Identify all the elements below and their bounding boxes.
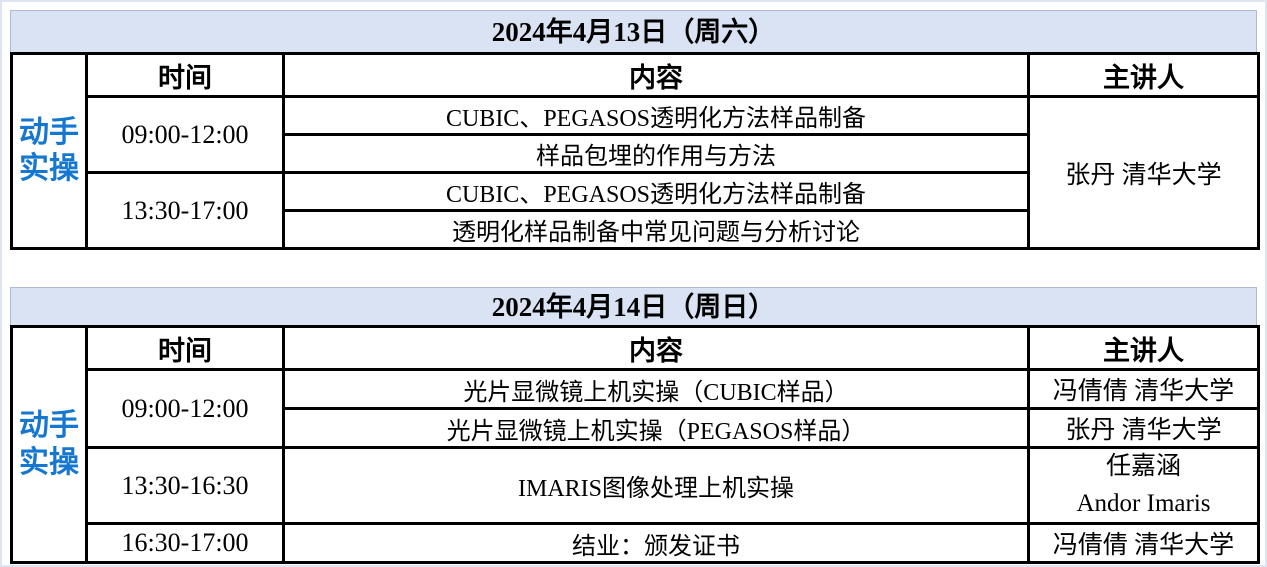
- day1-side-label-cell: 动手 实操: [10, 52, 88, 250]
- side-label-line1: 动手: [19, 115, 79, 149]
- day1-schedule: 2024年4月13日（周六） 动手 实操 时间 内容 主讲人 09:00-12:…: [10, 10, 1260, 250]
- day1-date-banner: 2024年4月13日（周六）: [10, 10, 1257, 52]
- day2-header-speaker: 主讲人: [1027, 325, 1260, 371]
- day1-time-block2: 13:30-17:00: [85, 171, 285, 250]
- day2-table: 动手 实操 时间 内容 主讲人 09:00-12:00 光片显微镜上机实操（CU…: [10, 325, 1260, 564]
- day1-header-content: 内容: [282, 52, 1030, 98]
- day2-speaker-row4: 冯倩倩 清华大学: [1027, 522, 1260, 564]
- day2-speaker-row3: 任嘉涵 Andor Imaris: [1027, 446, 1260, 525]
- day2-header-time: 时间: [85, 325, 285, 371]
- day1-table: 动手 实操 时间 内容 主讲人 09:00-12:00 CUBIC、PEGASO…: [10, 52, 1260, 250]
- day2-side-label-cell: 动手 实操: [10, 325, 88, 564]
- day2-content-row2: 光片显微镜上机实操（PEGASOS样品）: [282, 407, 1030, 449]
- day2-speaker-row1: 冯倩倩 清华大学: [1027, 368, 1260, 410]
- day2-content-row1: 光片显微镜上机实操（CUBIC样品）: [282, 368, 1030, 410]
- side-label-line2: 实操: [19, 152, 79, 185]
- day2-date-banner: 2024年4月14日（周日）: [10, 287, 1257, 325]
- day2-time-block2: 13:30-16:30: [85, 446, 285, 525]
- speaker-affiliation: Andor Imaris: [1076, 489, 1211, 517]
- day2-time-block3: 16:30-17:00: [85, 522, 285, 564]
- day1-content-row2: 样品包埋的作用与方法: [282, 133, 1030, 174]
- day2-schedule: 2024年4月14日（周日） 动手 实操 时间 内容 主讲人 09:00-12:…: [10, 287, 1260, 564]
- day1-content-row4: 透明化样品制备中常见问题与分析讨论: [282, 209, 1030, 250]
- day1-header-speaker: 主讲人: [1027, 52, 1260, 98]
- day2-time-block1: 09:00-12:00: [85, 368, 285, 449]
- day1-header-time: 时间: [85, 52, 285, 98]
- hands-on-practice-label: 动手 实操: [15, 409, 84, 480]
- day2-content-row4: 结业：颁发证书: [282, 522, 1030, 564]
- hands-on-practice-label: 动手 实操: [15, 115, 84, 187]
- day2-header-content: 内容: [282, 325, 1030, 371]
- day1-speaker-cell: 张丹 清华大学: [1027, 95, 1260, 250]
- day1-content-row3: CUBIC、PEGASOS透明化方法样品制备: [282, 171, 1030, 212]
- day1-content-row1: CUBIC、PEGASOS透明化方法样品制备: [282, 95, 1030, 136]
- side-label-line2: 实操: [19, 445, 79, 479]
- day2-speaker-row2: 张丹 清华大学: [1027, 407, 1260, 449]
- day1-time-block1: 09:00-12:00: [85, 95, 285, 174]
- speaker-name: 任嘉涵: [1105, 453, 1181, 481]
- day2-content-row3: IMARIS图像处理上机实操: [282, 446, 1030, 525]
- side-label-line1: 动手: [19, 409, 79, 442]
